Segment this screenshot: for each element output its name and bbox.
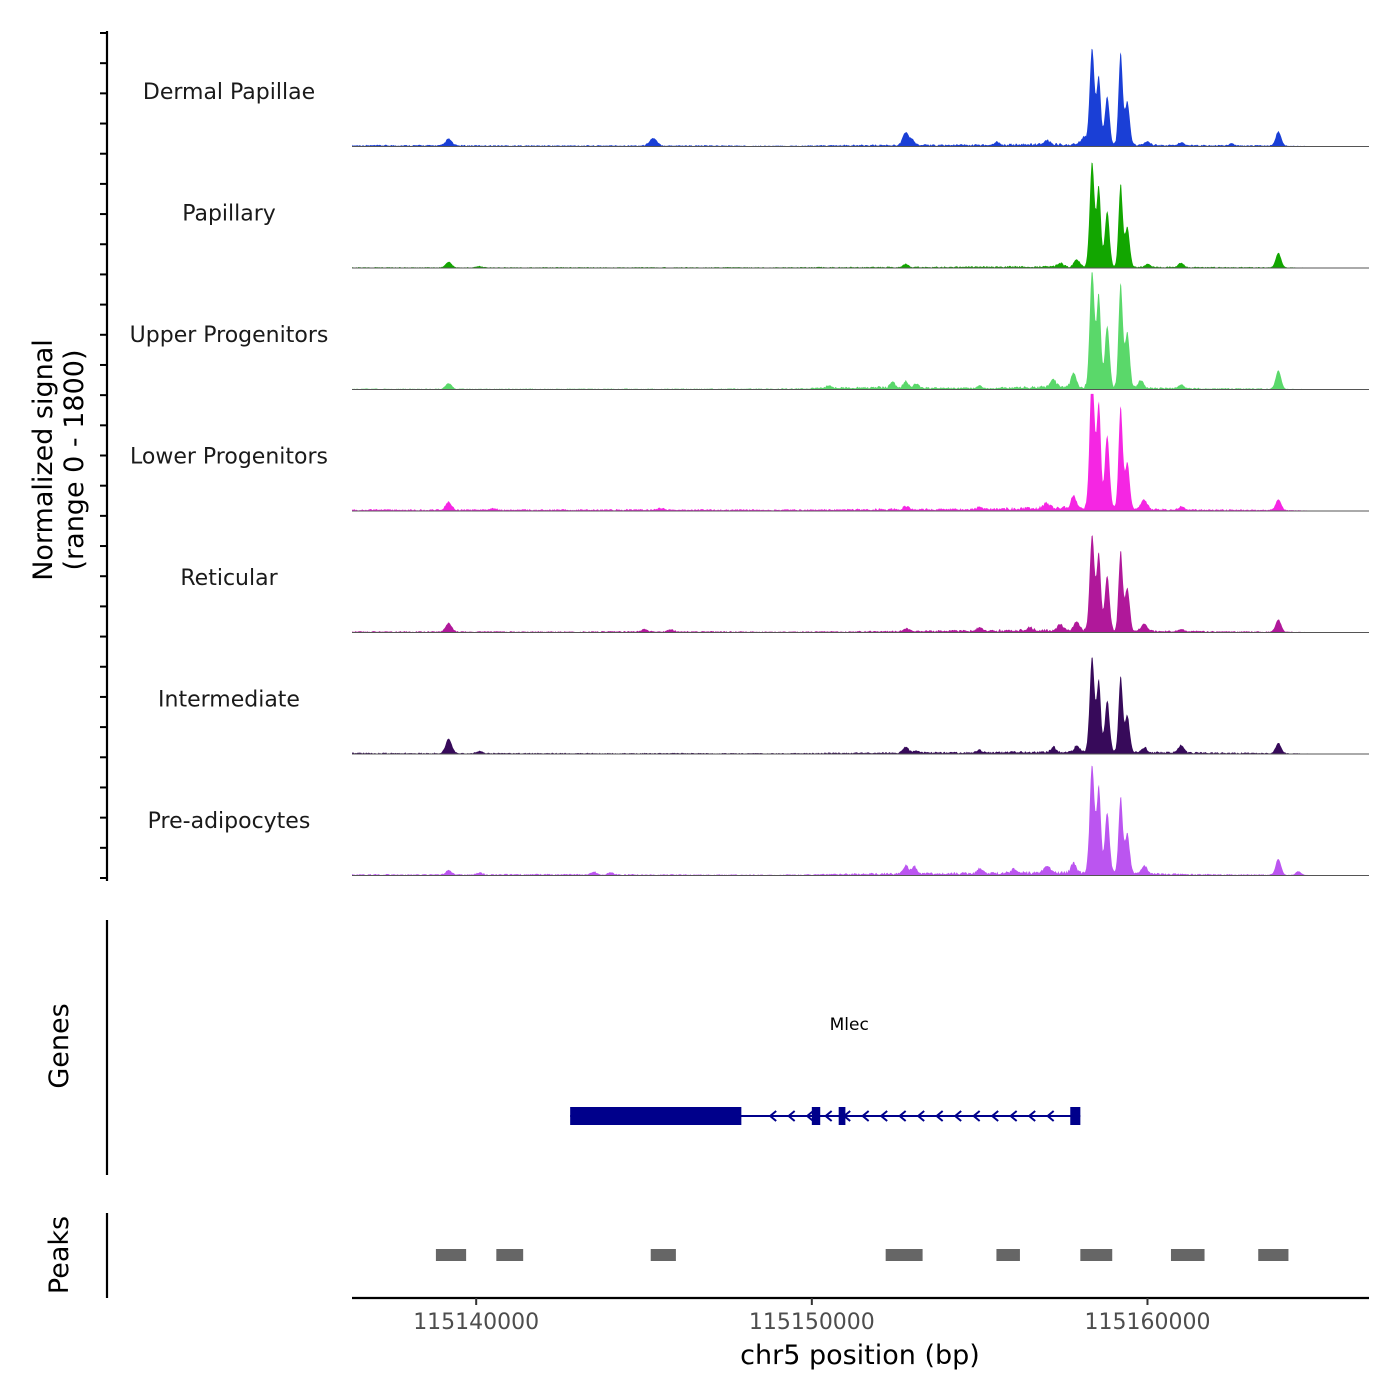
track-label: Reticular: [180, 566, 278, 591]
strand-arrow: [916, 1110, 925, 1122]
x-axis: 115140000 115150000 115160000 chr5 positio…: [352, 1296, 1369, 1371]
strand-arrow: [990, 1110, 999, 1122]
strand-arrow: [935, 1110, 944, 1122]
strand-arrow: [861, 1110, 870, 1122]
strand-arrow: [879, 1110, 888, 1122]
coverage-y-axis-title-line2: (range 0 - 1800): [59, 350, 90, 571]
signal-area: [352, 48, 1369, 147]
strand-arrow: [1027, 1110, 1036, 1122]
peak-region: [435, 1249, 467, 1261]
track-upper-progenitors: Upper Progenitors: [130, 272, 1369, 390]
track-label: Upper Progenitors: [130, 323, 329, 348]
x-tick-label: 115160000: [1084, 1310, 1210, 1335]
track-label: Papillary: [182, 202, 276, 227]
strand-arrow: [787, 1110, 796, 1122]
gene-exon: [1070, 1107, 1081, 1125]
strand-arrow: [953, 1110, 962, 1122]
peaks-panel: Peaks: [44, 1213, 1289, 1298]
track-label: Intermediate: [158, 688, 300, 713]
track-lower-progenitors: Lower Progenitors: [130, 393, 1369, 512]
peak-region: [496, 1249, 524, 1261]
gene-models: Mlec: [570, 1015, 1081, 1125]
genes-y-axis-title: Genes: [44, 1003, 75, 1088]
signal-area: [352, 765, 1369, 876]
coverage-y-axis-ticks: [100, 32, 107, 879]
peak-region: [1258, 1249, 1289, 1261]
track-dermal-papillae: Dermal Papillae: [143, 48, 1369, 147]
signal-area: [352, 162, 1369, 268]
coverage-y-axis-title-line1: Normalized signal: [28, 339, 59, 581]
strand-arrow: [1009, 1110, 1018, 1122]
signal-area: [352, 393, 1369, 511]
x-tick-label: 115140000: [413, 1310, 539, 1335]
peak-region: [650, 1249, 676, 1261]
strand-arrow: [1046, 1110, 1055, 1122]
track-label: Dermal Papillae: [143, 80, 315, 105]
track-reticular: Reticular: [180, 535, 1369, 633]
track-papillary: Papillary: [182, 162, 1369, 269]
x-tick-label: 115150000: [749, 1310, 875, 1335]
signal-area: [352, 535, 1369, 633]
x-axis-ticks: 115140000 115150000 115160000: [413, 1298, 1210, 1335]
gene-exon: [570, 1107, 742, 1125]
coverage-tracks: Dermal Papillae Papillary Upper Progenitor…: [130, 48, 1369, 876]
peak-region: [1080, 1249, 1113, 1261]
gene-mlec: Mlec: [570, 1015, 1081, 1125]
peak-regions: [435, 1249, 1289, 1261]
strand-arrow: [805, 1110, 814, 1122]
signal-area: [352, 657, 1369, 754]
strand-arrow: [824, 1110, 833, 1122]
gene-name-label: Mlec: [830, 1015, 869, 1035]
track-label: Pre-adipocytes: [148, 809, 311, 834]
strand-arrow: [768, 1110, 777, 1122]
track-label: Lower Progenitors: [130, 445, 328, 470]
peak-region: [885, 1249, 923, 1261]
peak-region: [996, 1249, 1020, 1261]
signal-area: [352, 272, 1369, 390]
genes-panel: Genes Mlec: [44, 920, 1081, 1175]
gene-exon: [811, 1107, 821, 1125]
gene-exon: [838, 1107, 846, 1125]
peak-region: [1170, 1249, 1205, 1261]
x-axis-title: chr5 position (bp): [740, 1340, 980, 1371]
strand-arrow: [972, 1110, 981, 1122]
coverage-panel: Dermal Papillae Papillary Upper Progenitor…: [28, 31, 1369, 881]
track-intermediate: Intermediate: [158, 657, 1369, 755]
peaks-y-axis-title: Peaks: [44, 1216, 75, 1294]
track-pre-adipocytes: Pre-adipocytes: [148, 765, 1369, 876]
strand-arrow: [898, 1110, 907, 1122]
